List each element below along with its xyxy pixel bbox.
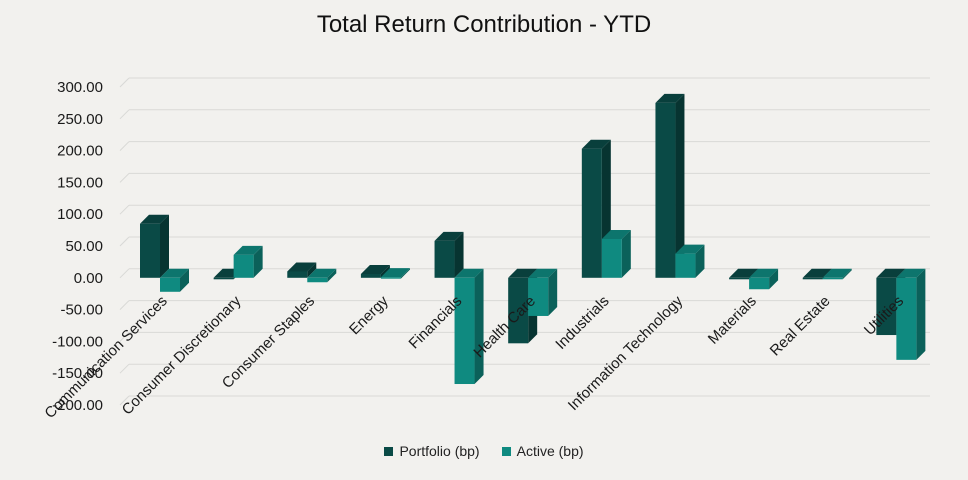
gridline-depth <box>119 395 130 406</box>
bar-top <box>822 268 852 278</box>
bar-portfolio <box>655 102 676 278</box>
bar-top <box>655 93 685 103</box>
bar-top <box>434 231 464 241</box>
bar-portfolio <box>802 277 823 280</box>
y-tick-label: 150.00 <box>57 174 103 191</box>
x-tick-label: Industrials <box>552 293 612 353</box>
bar-active <box>675 253 696 278</box>
y-tick-label: -200.00 <box>52 397 103 414</box>
bar-side <box>474 268 484 385</box>
gridline-depth <box>119 141 130 151</box>
bar-top <box>140 214 169 224</box>
gridline-depth <box>119 268 130 279</box>
plot-area: 300.00 250.00 200.00 150.00 100.00 50.00 0.00 -… <box>41 77 930 422</box>
bar-side <box>253 245 263 278</box>
x-tick-label: Real Estate <box>767 293 834 360</box>
y-tick-label: 200.00 <box>57 143 103 160</box>
bar-side <box>180 268 189 292</box>
bar-active <box>822 277 843 280</box>
gridline-depth <box>119 332 130 342</box>
legend-item-portfolio: Portfolio (bp) <box>384 443 480 459</box>
y-tick-label: -100.00 <box>52 333 103 350</box>
bar-active <box>160 277 180 292</box>
bar-active <box>233 254 254 278</box>
bar-active <box>454 277 475 385</box>
bar-portfolio <box>434 240 455 278</box>
bar-active <box>380 277 401 279</box>
bar-top <box>675 244 705 254</box>
bar-portfolio <box>140 223 160 278</box>
bar-top <box>876 268 906 278</box>
y-tick-label: 0.00 <box>74 270 103 287</box>
bar-side <box>400 268 410 279</box>
x-tick-label: Energy <box>346 292 392 338</box>
gridline-depth <box>119 363 130 374</box>
bar-top <box>749 268 779 278</box>
legend-item-active: Active (bp) <box>501 443 584 459</box>
chart-title: Total Return Contribution - YTD <box>316 11 652 38</box>
bar-top <box>307 268 337 278</box>
bar-side <box>695 244 705 278</box>
bar-side <box>916 268 926 360</box>
bar-portfolio <box>213 277 234 280</box>
bar-side <box>454 231 464 278</box>
gridline-depth <box>119 236 130 247</box>
bar-portfolio <box>360 273 381 278</box>
bar-side <box>307 262 317 278</box>
gridline-depth <box>119 173 130 183</box>
bar-side <box>842 268 852 280</box>
gridline-depth <box>119 109 130 120</box>
bar-active <box>528 277 549 316</box>
bar-active <box>896 277 917 360</box>
bar-side <box>380 264 390 278</box>
bar-portfolio <box>729 277 750 280</box>
bar-top <box>802 268 832 278</box>
bar-top <box>528 268 558 278</box>
bar-top <box>454 268 484 278</box>
bar-active <box>601 239 622 278</box>
bar-active <box>749 277 770 290</box>
bar-active <box>307 277 328 283</box>
legend-label-portfolio: Portfolio (bp) <box>399 443 480 459</box>
bar-top <box>287 262 317 272</box>
gridline-depth <box>119 77 130 88</box>
bar-side <box>769 268 779 290</box>
bar-top <box>601 230 631 240</box>
bar-side <box>327 268 337 283</box>
bar-portfolio <box>287 271 308 278</box>
y-tick-label: 300.00 <box>57 79 103 96</box>
x-tick-label: Consumer Discretionary <box>119 292 245 418</box>
legend-swatch-active <box>501 446 511 456</box>
bar-top <box>233 245 263 255</box>
bar-top <box>508 268 538 278</box>
bar-top <box>729 268 759 278</box>
bar-top <box>360 264 390 274</box>
bar-side <box>548 268 558 316</box>
bar-top <box>160 268 189 278</box>
gridline-depth <box>119 300 130 310</box>
bar-top <box>581 139 611 149</box>
legend-swatch-portfolio <box>384 446 394 456</box>
bar-side <box>160 214 169 278</box>
y-tick-label: -150.00 <box>52 365 103 382</box>
bar-portfolio <box>876 277 897 336</box>
bar-side <box>621 230 631 278</box>
legend: Portfolio (bp) Active (bp) <box>0 443 968 459</box>
gridline-depth <box>119 204 130 215</box>
y-tick-label: -50.00 <box>60 302 103 319</box>
bar-top <box>896 268 926 278</box>
y-tick-label: 50.00 <box>65 238 103 255</box>
y-tick-label: 250.00 <box>57 111 103 128</box>
legend-label-active: Active (bp) <box>516 443 584 459</box>
bar-side <box>675 93 685 278</box>
bar-portfolio <box>581 148 602 278</box>
y-tick-label: 100.00 <box>57 206 103 223</box>
bar-portfolio <box>508 277 529 344</box>
bar-top <box>380 268 410 278</box>
